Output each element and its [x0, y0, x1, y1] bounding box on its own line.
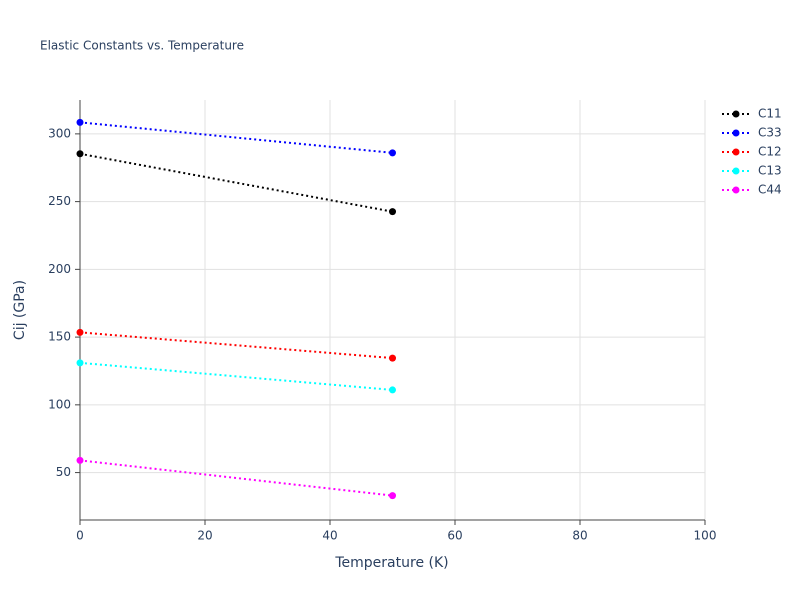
legend-marker: [732, 148, 740, 156]
y-tick-label: 200: [48, 262, 71, 276]
y-tick-label: 250: [48, 194, 71, 208]
data-point: [389, 149, 396, 157]
data-point: [389, 386, 396, 394]
x-tick-label: 60: [447, 529, 462, 543]
legend-label: C12: [758, 145, 782, 159]
data-point: [389, 354, 396, 362]
legend-label: C11: [758, 107, 782, 121]
x-tick-label: 100: [694, 529, 717, 543]
x-tick-label: 80: [572, 529, 587, 543]
legend-marker: [732, 110, 740, 118]
x-tick-label: 40: [322, 529, 337, 543]
data-point: [76, 118, 84, 126]
data-point: [76, 328, 84, 336]
series-line: [79, 459, 393, 497]
legend-marker: [732, 186, 740, 194]
y-axis-label: Cij (GPa): [12, 280, 28, 340]
y-tick-label: 300: [48, 126, 71, 140]
x-tick-label: 20: [197, 529, 212, 543]
data-point: [76, 456, 84, 464]
series-line: [79, 121, 393, 154]
legend-marker: [732, 129, 740, 137]
series-line: [79, 361, 393, 391]
y-tick-label: 50: [56, 465, 71, 479]
data-point: [76, 359, 84, 367]
series-line: [79, 331, 393, 360]
chart-title: Elastic Constants vs. Temperature: [40, 39, 244, 53]
data-point: [76, 150, 84, 158]
series-line: [79, 152, 393, 213]
data-point: [389, 492, 396, 500]
y-tick-label: 150: [48, 330, 71, 344]
legend-label: C33: [758, 126, 782, 140]
legend-label: C44: [758, 183, 782, 197]
data-point: [389, 208, 396, 216]
x-tick-label: 0: [76, 529, 84, 543]
y-tick-label: 100: [48, 397, 71, 411]
x-axis-label: Temperature (K): [334, 555, 448, 571]
legend-marker: [732, 167, 740, 175]
legend-label: C13: [758, 164, 782, 178]
